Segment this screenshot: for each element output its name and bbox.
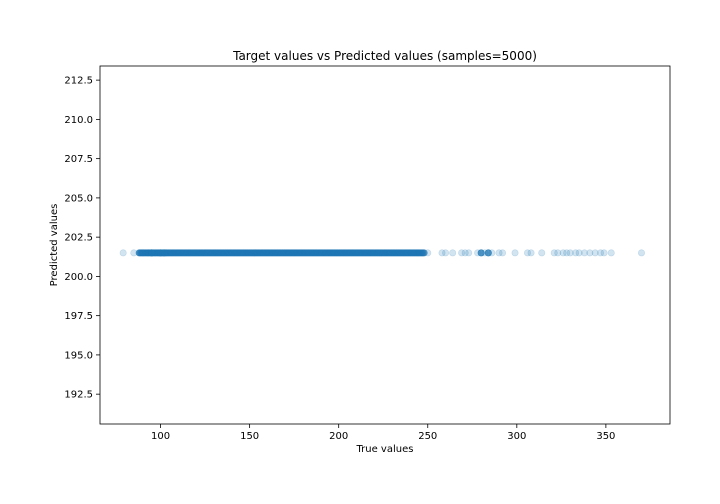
y-tick-label: 195.0 <box>64 350 93 361</box>
data-point <box>442 249 450 257</box>
y-tick-label: 205.0 <box>64 193 93 204</box>
data-point <box>488 249 496 257</box>
x-tick-label: 150 <box>240 431 259 442</box>
data-point <box>424 249 432 257</box>
data-point <box>575 249 583 257</box>
data-point <box>449 249 457 257</box>
y-tick-label: 210.0 <box>64 115 93 126</box>
data-point <box>160 249 168 257</box>
data-point <box>527 249 535 257</box>
data-point <box>477 249 485 257</box>
axis-ticks: 100 150 200 250 300 350 192.5 195.0 197.5 200.0 20… <box>64 76 615 442</box>
data-point <box>458 249 466 257</box>
data-point <box>523 249 531 257</box>
y-tick-label: 207.5 <box>64 154 93 165</box>
data-points <box>119 249 645 257</box>
data-point <box>148 249 156 257</box>
data-point <box>119 249 127 257</box>
y-tick-label: 192.5 <box>64 390 93 401</box>
data-point <box>465 249 473 257</box>
data-point <box>130 249 138 257</box>
data-point <box>139 249 147 257</box>
data-point <box>484 249 492 257</box>
data-point <box>148 249 156 257</box>
data-point <box>566 249 574 257</box>
data-point <box>144 249 152 257</box>
data-point <box>607 249 615 257</box>
data-point <box>484 249 492 257</box>
data-point <box>495 249 503 257</box>
data-point <box>151 249 159 257</box>
data-point <box>538 249 546 257</box>
data-point <box>162 249 170 257</box>
data-point <box>572 249 580 257</box>
y-tick-label: 202.5 <box>64 233 93 244</box>
plot-area-frame <box>99 65 671 425</box>
data-point <box>148 249 156 257</box>
chart-title: Target values vs Predicted values (sampl… <box>232 49 537 63</box>
data-point <box>420 249 428 257</box>
x-tick-label: 200 <box>329 431 348 442</box>
data-point <box>554 249 562 257</box>
y-tick-label: 212.5 <box>64 76 93 87</box>
data-point <box>511 249 519 257</box>
data-point <box>155 249 163 257</box>
data-point <box>160 249 168 257</box>
x-tick-label: 300 <box>507 431 526 442</box>
y-tick-label: 200.0 <box>64 272 93 283</box>
x-tick-label: 250 <box>418 431 437 442</box>
data-point <box>438 249 446 257</box>
data-point <box>474 249 482 257</box>
data-point <box>637 249 645 257</box>
data-point <box>600 249 608 257</box>
data-point <box>157 249 165 257</box>
data-point <box>477 249 485 257</box>
data-point <box>135 249 143 257</box>
data-point <box>597 249 605 257</box>
data-point <box>484 249 492 257</box>
data-point <box>477 249 485 257</box>
data-point <box>481 249 489 257</box>
y-axis-label: Predicted values <box>49 204 60 287</box>
x-axis-label: True values <box>356 444 414 455</box>
data-point <box>158 249 166 257</box>
data-point <box>563 249 571 257</box>
data-point <box>586 249 594 257</box>
data-point <box>499 249 507 257</box>
data-point <box>550 249 558 257</box>
data-point <box>580 249 588 257</box>
y-tick-label: 197.5 <box>64 311 93 322</box>
data-point <box>461 249 469 257</box>
data-point <box>559 249 567 257</box>
x-tick-label: 100 <box>151 431 170 442</box>
data-point <box>591 249 599 257</box>
x-tick-label: 350 <box>596 431 615 442</box>
data-point <box>157 249 165 257</box>
